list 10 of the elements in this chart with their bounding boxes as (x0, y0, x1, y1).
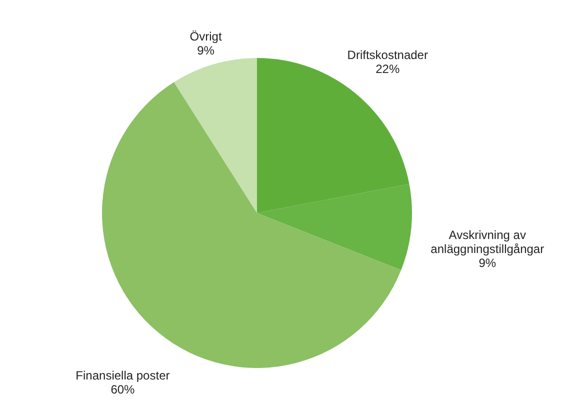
data-label: 22% (376, 62, 400, 76)
pie-slice (102, 82, 402, 368)
slice-label: Övrigt (190, 30, 222, 44)
data-label: 9% (197, 44, 215, 58)
data-label: 60% (110, 382, 136, 396)
data-label: 9% (478, 256, 496, 270)
pie-slice (174, 58, 257, 213)
slice-label: Finansiella poster (76, 368, 170, 382)
slice-label: Avskrivning av anläggningstillgångar (430, 228, 544, 256)
slice-label: Driftskostnader (347, 48, 428, 62)
